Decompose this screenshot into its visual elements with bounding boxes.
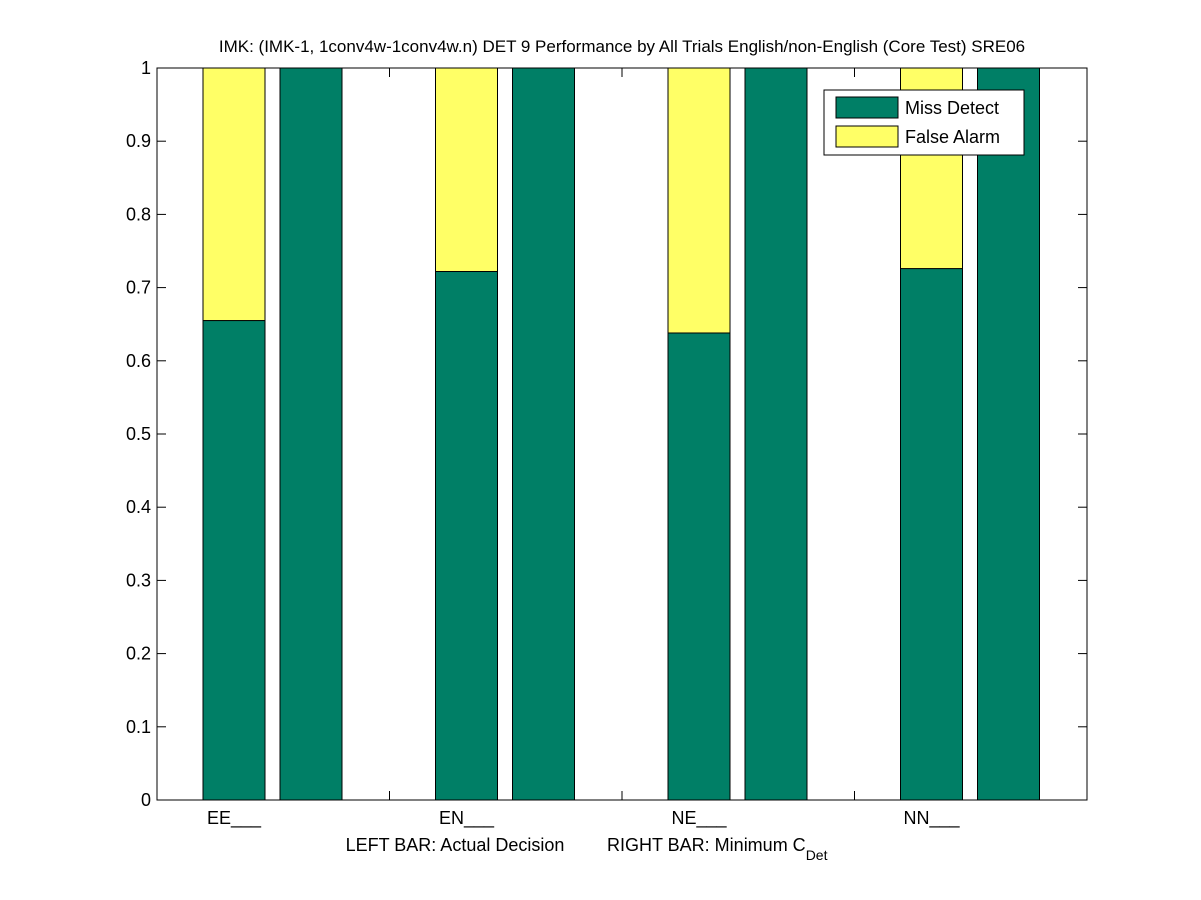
x-category-label: NN___	[903, 808, 960, 829]
y-tick-label: 1	[141, 58, 151, 78]
legend-swatch-false-alarm	[835, 125, 899, 148]
axes-group: 0 0.1 0.2 0.3 0.4 0.5 0.6 0.7 0.8 0.9 1 EE___ EN___ N…	[126, 58, 1087, 829]
bar-actual-miss-detect-1	[202, 320, 266, 801]
y-tick-label: 0.2	[126, 644, 151, 664]
y-tick-label: 0.6	[126, 351, 151, 371]
y-tick-label: 0.5	[126, 424, 151, 444]
bar-actual-false-alarm-2	[435, 67, 498, 272]
y-tick-label: 0.4	[126, 497, 151, 517]
chart-title: IMK: (IMK-1, 1conv4w-1conv4w.n) DET 9 Pe…	[219, 37, 1025, 56]
x-axis-label-subscript: Det	[806, 847, 828, 863]
x-category-label: EE___	[207, 808, 262, 829]
y-tick-label: 0.1	[126, 717, 151, 737]
bar-actual-miss-detect-3	[667, 332, 731, 801]
y-tick-label: 0.9	[126, 131, 151, 151]
bar-min-cdet-miss-detect-3	[744, 67, 808, 801]
bar-min-cdet-miss-detect-1	[279, 67, 343, 801]
legend-label-miss-detect: Miss Detect	[905, 98, 999, 118]
x-axis-label-right-main: RIGHT BAR: Minimum C	[607, 835, 806, 855]
y-tick-label: 0	[141, 790, 151, 810]
bar-actual-false-alarm-1	[202, 67, 266, 322]
x-axis-label-left: LEFT BAR: Actual Decision	[346, 835, 565, 855]
y-tick-label: 0.7	[126, 278, 151, 298]
bar-actual-false-alarm-3	[667, 67, 731, 334]
bars-group	[202, 67, 1040, 801]
x-category-label: EN___	[439, 808, 495, 829]
bar-min-cdet-miss-detect-4	[977, 67, 1040, 801]
legend-swatch-miss-detect	[835, 96, 899, 119]
legend-label-false-alarm: False Alarm	[905, 127, 1000, 147]
legend: Miss Detect False Alarm	[823, 89, 1025, 156]
bar-min-cdet-miss-detect-2	[512, 67, 575, 801]
x-category-label: NE___	[671, 808, 727, 829]
x-axis-label-right: RIGHT BAR: Minimum CDet	[607, 835, 828, 863]
bar-actual-miss-detect-4	[900, 268, 963, 801]
x-axis-label: LEFT BAR: Actual Decision RIGHT BAR: Min…	[346, 835, 828, 863]
bar-actual-miss-detect-2	[435, 270, 498, 801]
y-tick-label: 0.8	[126, 204, 151, 224]
y-tick-label: 0.3	[126, 570, 151, 590]
